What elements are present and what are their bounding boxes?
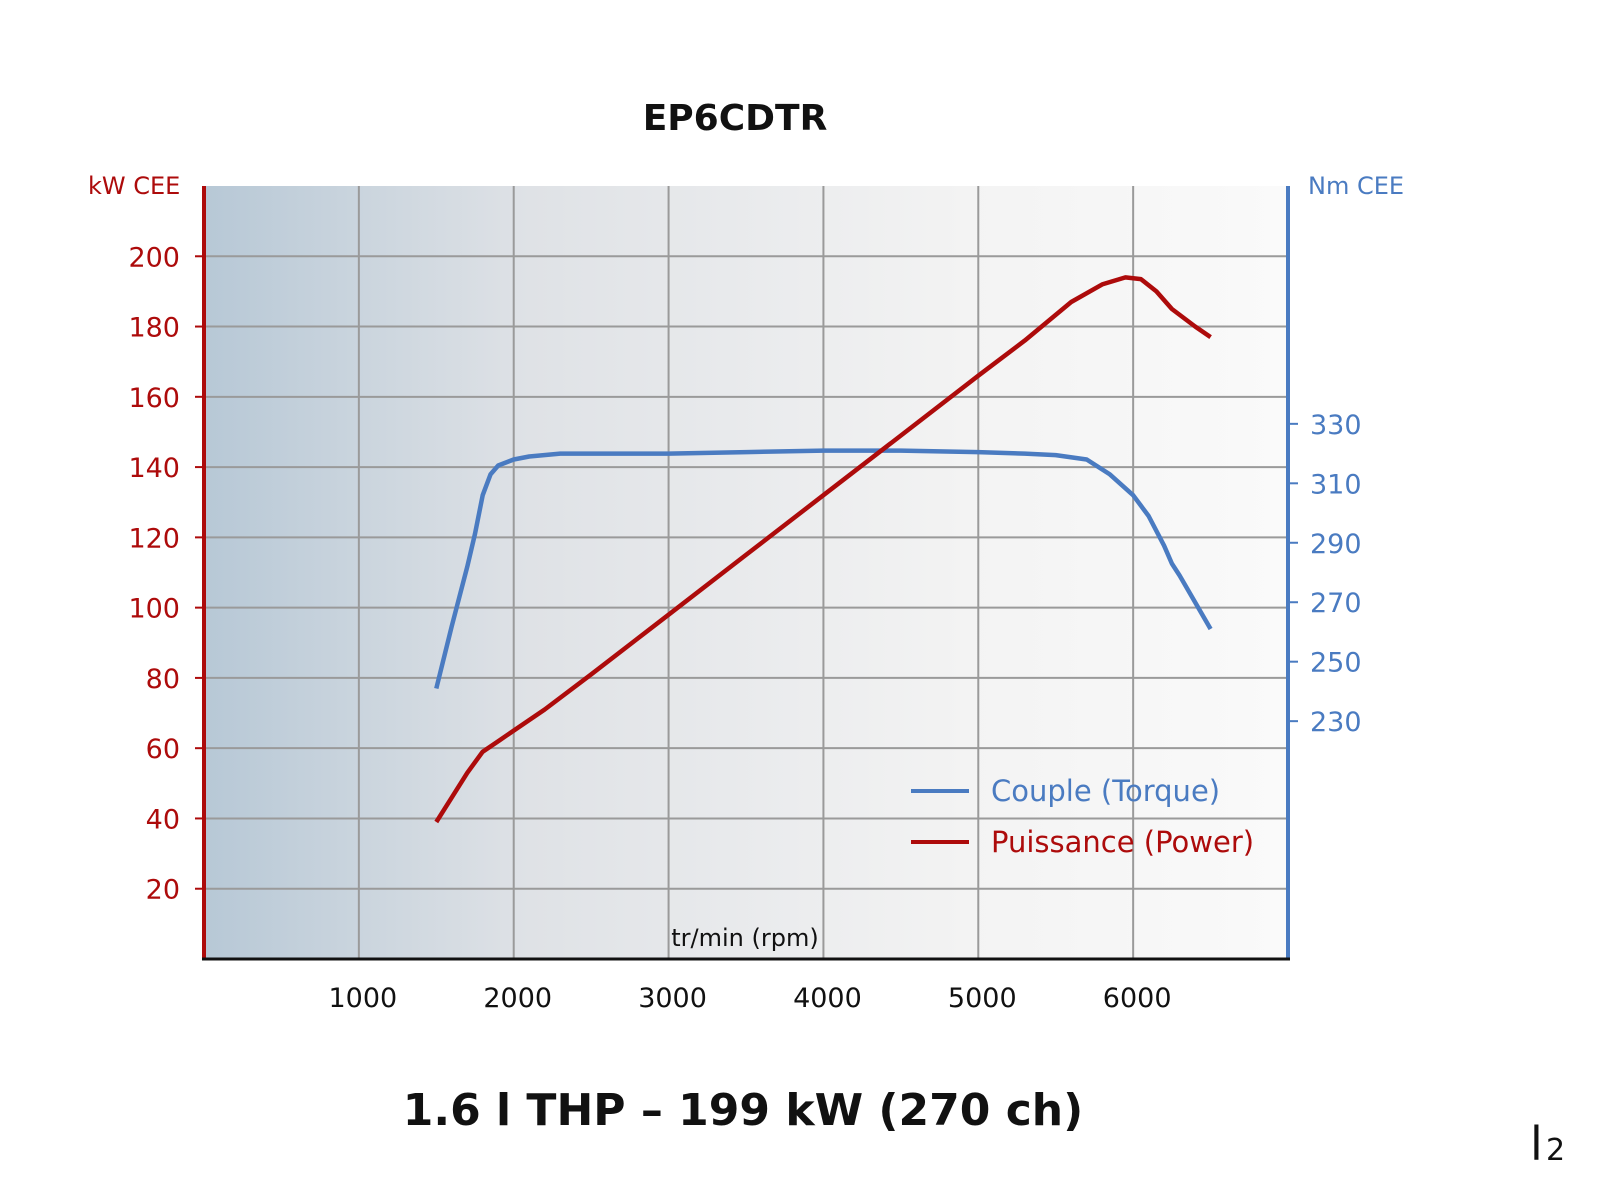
right-tick-label: 270: [1310, 588, 1362, 619]
left-tick-label: 200: [128, 242, 180, 273]
grid: [204, 186, 1288, 959]
corner-mark: l: [1530, 1117, 1543, 1171]
right-tick-label: 250: [1310, 648, 1362, 679]
left-tick-label: 80: [146, 664, 180, 695]
ticks: 1000 2000 3000 4000 5000 6000 20 40 60 80 100 120 14…: [128, 242, 1361, 1014]
right-tick-label: 290: [1310, 529, 1362, 560]
legend-label-torque: Couple (Torque): [991, 774, 1220, 808]
left-tick-label: 120: [128, 523, 180, 554]
x-tick-label: 4000: [793, 983, 862, 1014]
x-tick-label: 5000: [948, 983, 1017, 1014]
corner-mark-sub: 2: [1546, 1133, 1565, 1168]
right-tick-label: 230: [1310, 707, 1362, 738]
right-tick-label: 330: [1310, 410, 1362, 441]
plot-background: [204, 186, 1288, 959]
left-tick-label: 40: [146, 804, 180, 835]
right-tick-label: 310: [1310, 469, 1362, 500]
left-tick-label: 140: [128, 453, 180, 484]
series-lines: [434, 275, 1213, 824]
right-axis-unit: Nm CEE: [1308, 172, 1404, 200]
left-tick-label: 60: [146, 734, 180, 765]
x-tick-label: 6000: [1103, 983, 1172, 1014]
torque-line: [434, 448, 1213, 690]
x-tick-label: 3000: [638, 983, 707, 1014]
x-axis-label: tr/min (rpm): [671, 924, 818, 952]
chart-subtitle: 1.6 l THP – 199 kW (270 ch): [403, 1085, 1083, 1136]
power-line: [434, 275, 1212, 824]
left-tick-label: 100: [128, 594, 180, 625]
left-tick-label: 160: [128, 383, 180, 414]
chart-title: EP6CDTR: [643, 98, 828, 139]
legend-label-power: Puissance (Power): [991, 825, 1254, 859]
axes: [202, 186, 1290, 961]
x-tick-label: 2000: [483, 983, 552, 1014]
legend: Couple (Torque) Puissance (Power): [911, 774, 1254, 859]
left-tick-label: 20: [146, 875, 180, 906]
x-tick-label: 1000: [328, 983, 397, 1014]
left-axis-unit: kW CEE: [88, 172, 180, 200]
left-tick-label: 180: [128, 313, 180, 344]
